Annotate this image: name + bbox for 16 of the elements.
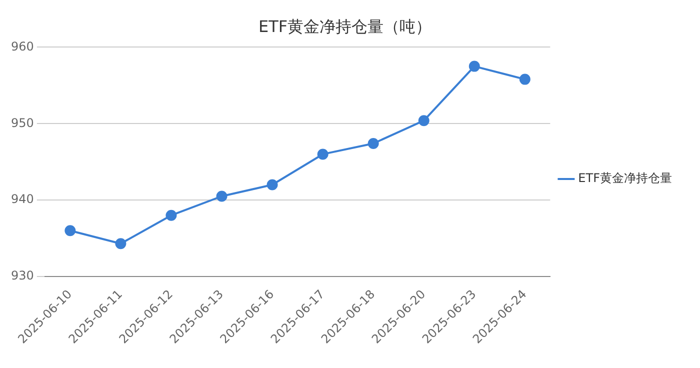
point bbox=[317, 148, 328, 160]
chart-title: ETF黄金净持仓量（吨） bbox=[258, 16, 432, 36]
y-tick-label: 960 bbox=[11, 39, 34, 54]
point bbox=[216, 190, 228, 202]
y-tick-label: 940 bbox=[11, 192, 34, 206]
y-tick-label: 930 bbox=[11, 268, 34, 283]
point bbox=[64, 225, 76, 236]
legend-label: ETF黄金净持仓量 bbox=[578, 171, 672, 186]
point bbox=[418, 115, 430, 126]
point bbox=[115, 238, 126, 250]
point bbox=[468, 60, 480, 72]
y-tick-label: 950 bbox=[11, 116, 34, 130]
point bbox=[266, 179, 278, 190]
point bbox=[166, 210, 177, 221]
point bbox=[368, 138, 379, 150]
point bbox=[519, 74, 530, 85]
